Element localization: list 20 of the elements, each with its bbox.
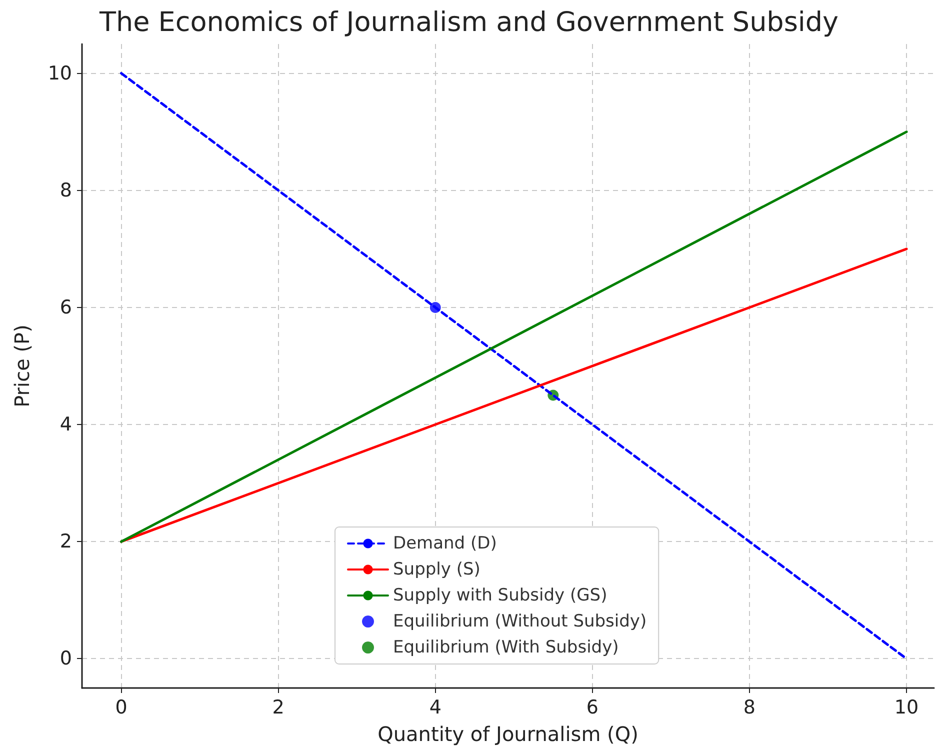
legend-label: Equilibrium (Without Subsidy): [393, 612, 647, 632]
x-tick-label: 4: [429, 696, 442, 718]
x-axis-title: Quantity of Journalism (Q): [378, 722, 638, 746]
x-tick-label: 2: [272, 696, 284, 718]
chart-title: The Economics of Journalism and Government Subsidy: [98, 7, 839, 38]
legend-label: Supply (S): [393, 560, 480, 580]
legend-label: Equilibrium (With Subsidy): [393, 638, 619, 658]
y-tick-label: 0: [60, 648, 72, 670]
y-tick-label: 4: [60, 414, 72, 436]
legend-label: Demand (D): [393, 534, 497, 554]
y-tick-label: 6: [60, 296, 72, 318]
y-tick-label: 2: [60, 530, 72, 553]
y-tick-label: 10: [48, 62, 72, 84]
y-axis-title: Price (P): [10, 324, 34, 408]
x-tick-label: 0: [115, 696, 128, 718]
y-tick-label: 8: [60, 179, 72, 202]
legend-label: Supply with Subsidy (GS): [393, 586, 608, 606]
x-tick-label: 10: [894, 696, 919, 718]
x-tick-label: 8: [743, 696, 756, 718]
x-tick-label: 6: [586, 696, 598, 718]
